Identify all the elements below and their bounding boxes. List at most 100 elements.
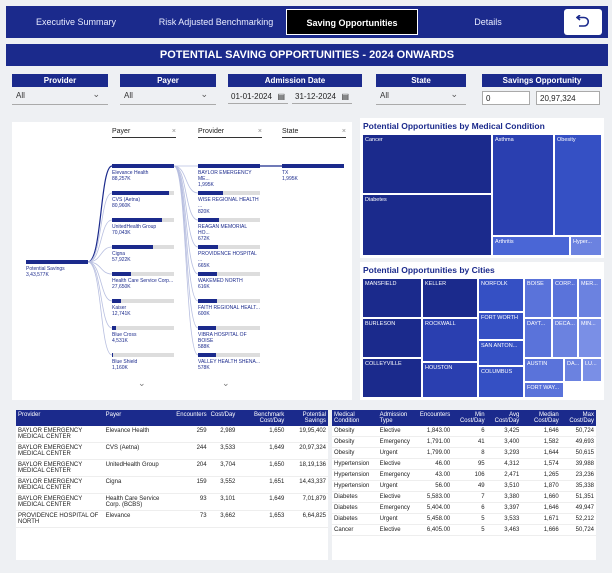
condition-cell[interactable]: Diabetes bbox=[362, 194, 492, 256]
city-cell[interactable]: LU... bbox=[582, 358, 602, 382]
city-cell[interactable]: MER... bbox=[578, 278, 602, 318]
back-button[interactable] bbox=[564, 9, 602, 35]
tab-details[interactable]: Details bbox=[474, 17, 502, 27]
condition-table-header[interactable]: Medical Condition bbox=[332, 410, 378, 426]
chevron-down-icon[interactable]: ⌄ bbox=[222, 378, 230, 388]
provider-node[interactable]: PROVIDENCE HOSPITAL ... 665K bbox=[198, 245, 260, 269]
table-row[interactable]: Diabetes Urgent 5,458.00 5 3,533 1,671 52,212 bbox=[332, 513, 596, 525]
city-cell[interactable]: COLLEYVILLE bbox=[362, 358, 422, 398]
table-row[interactable]: Obesity Emergency 1,791.00 41 3,400 1,582 49,6… bbox=[332, 436, 596, 448]
payer-node[interactable]: CVS (Aetna) 80,960K bbox=[112, 191, 174, 209]
provider-filter[interactable]: Provider All ⌄ bbox=[12, 74, 108, 105]
table-row[interactable]: BAYLOR EMERGENCY MEDICAL CENTER Health Ca… bbox=[16, 493, 328, 511]
provider-table-header[interactable]: Payer bbox=[103, 410, 175, 426]
city-cell[interactable]: MIN... bbox=[578, 318, 602, 358]
city-cell[interactable]: DECA... bbox=[552, 318, 578, 358]
date-from-input[interactable]: 01-01-2024 ▤ bbox=[228, 90, 288, 104]
table-row[interactable]: Obesity Elective 1,843.00 6 3,425 1,646 50,724 bbox=[332, 426, 596, 437]
provider-node[interactable]: FAITH REGIONAL HEALT... 600K bbox=[198, 299, 260, 317]
table-row[interactable]: Hypertension Emergency 43.00 106 2,471 1,265 2… bbox=[332, 469, 596, 481]
provider-table-header[interactable]: Potential Savings bbox=[286, 410, 328, 426]
tab-risk-adjusted-benchmarking[interactable]: Risk Adjusted Benchmarking bbox=[158, 17, 274, 27]
condition-cell[interactable]: Arthritis bbox=[492, 236, 570, 256]
city-cell[interactable]: MANSFIELD bbox=[362, 278, 422, 318]
city-cell[interactable]: ROCKWALL bbox=[422, 318, 478, 362]
payer-filter[interactable]: Payer All ⌄ bbox=[120, 74, 216, 105]
city-cell[interactable]: CORP... bbox=[552, 278, 578, 318]
payer-node[interactable]: UnitedHealth Group 70,043K bbox=[112, 218, 174, 236]
payer-node[interactable]: Blue Cross 4,531K bbox=[112, 326, 174, 344]
table-row[interactable]: Diabetes Emergency 5,404.00 6 3,397 1,646 49,9… bbox=[332, 502, 596, 514]
table-row[interactable]: BAYLOR EMERGENCY MEDICAL CENTER Elevance … bbox=[16, 426, 328, 443]
state-select[interactable]: All ⌄ bbox=[376, 87, 466, 105]
condition-cell[interactable]: Obesity bbox=[554, 134, 602, 236]
close-icon[interactable]: × bbox=[171, 128, 176, 135]
provider-node[interactable]: REAGAN MEMORIAL HO... 672K bbox=[198, 218, 260, 242]
table-row[interactable]: Hypertension Elective 46.00 95 4,312 1,574 39,… bbox=[332, 458, 596, 470]
table-row[interactable]: Obesity Urgent 1,799.00 8 3,293 1,644 50,615 bbox=[332, 447, 596, 459]
payer-node[interactable]: Cigna 57,922K bbox=[112, 245, 174, 263]
table-row[interactable]: PROVIDENCE HOSPITAL OF NORTH Elevance 73 3,… bbox=[16, 510, 328, 528]
city-cell[interactable]: COLUMBUS bbox=[478, 366, 524, 398]
provider-node[interactable]: WAKEMED NORTH 616K bbox=[198, 272, 260, 290]
decomp-header-provider[interactable]: Provider × bbox=[198, 128, 262, 138]
payer-node[interactable]: Elevance Health 88,257K bbox=[112, 164, 174, 182]
savings-max-input[interactable]: 20,97,324 bbox=[536, 91, 600, 105]
provider-node[interactable]: BAYLOR EMERGENCY ME... 1,995K bbox=[198, 164, 260, 188]
state-filter[interactable]: State All ⌄ bbox=[376, 74, 466, 105]
savings-min-input[interactable]: 0 bbox=[482, 91, 530, 105]
provider-node[interactable]: VIBRA HOSPITAL OF BOISE 588K bbox=[198, 326, 260, 350]
tab-executive-summary[interactable]: Executive Summary bbox=[35, 17, 117, 27]
condition-table-header[interactable]: Max Cost/Day bbox=[560, 410, 596, 426]
close-icon[interactable]: × bbox=[257, 128, 262, 135]
condition-table-header[interactable]: Avg Cost/Day bbox=[486, 410, 522, 426]
savings-opportunity-filter[interactable]: Savings Opportunity 0 20,97,324 bbox=[482, 74, 602, 105]
city-cell[interactable]: DA... bbox=[564, 358, 582, 382]
condition-cell[interactable]: Cancer bbox=[362, 134, 492, 194]
provider-table-header[interactable]: Benchmark Cost/Day bbox=[237, 410, 287, 426]
city-cell[interactable]: BURLESON bbox=[362, 318, 422, 358]
payer-select[interactable]: All ⌄ bbox=[120, 87, 216, 105]
table-row[interactable]: Diabetes Elective 5,583.00 7 3,380 1,660 51,35… bbox=[332, 491, 596, 503]
city-cell[interactable]: KELLER bbox=[422, 278, 478, 318]
provider-table-header[interactable]: Encounters bbox=[174, 410, 209, 426]
condition-table-header[interactable]: Admission Type bbox=[377, 410, 418, 426]
city-cell[interactable]: FORT WORTH bbox=[478, 312, 524, 340]
city-cell[interactable]: NORFOLK bbox=[478, 278, 524, 312]
condition-table-header[interactable]: Encounters bbox=[417, 410, 453, 426]
chevron-down-icon[interactable]: ⌄ bbox=[138, 378, 146, 388]
table-row[interactable]: BAYLOR EMERGENCY MEDICAL CENTER CVS (Aetn… bbox=[16, 442, 328, 460]
table-row[interactable]: BAYLOR EMERGENCY MEDICAL CENTER Cigna 159 3… bbox=[16, 476, 328, 494]
calendar-icon[interactable]: ▤ bbox=[341, 92, 349, 101]
close-icon[interactable]: × bbox=[341, 128, 346, 135]
table-row[interactable]: Hypertension Urgent 56.00 49 3,510 1,870 35,33… bbox=[332, 480, 596, 492]
provider-table-header[interactable]: Cost/Day bbox=[208, 410, 238, 426]
condition-cell[interactable]: Asthma bbox=[492, 134, 554, 236]
payer-node[interactable]: Health Care Service Corp... 27,650K bbox=[112, 272, 174, 290]
city-cell[interactable]: BOISE bbox=[524, 278, 552, 318]
decomp-header-state[interactable]: State × bbox=[282, 128, 346, 138]
condition-table-header[interactable]: Min Cost/Day bbox=[452, 410, 487, 426]
date-to-input[interactable]: 31-12-2024 ▤ bbox=[292, 90, 352, 104]
admission-date-filter[interactable]: Admission Date 01-01-2024 ▤ 31-12-2024 ▤ bbox=[228, 74, 362, 104]
provider-select[interactable]: All ⌄ bbox=[12, 87, 108, 105]
decomp-header-payer[interactable]: Payer × bbox=[112, 128, 176, 138]
table-row[interactable]: BAYLOR EMERGENCY MEDICAL CENTER UnitedHea… bbox=[16, 459, 328, 477]
payer-node[interactable]: Kaiser 12,741K bbox=[112, 299, 174, 317]
table-row[interactable]: Cancer Elective 6,405.00 5 3,463 1,666 50,724 bbox=[332, 524, 596, 536]
city-cell[interactable]: FORT WAY... bbox=[524, 382, 564, 398]
city-cell[interactable]: HOUSTON bbox=[422, 362, 478, 398]
provider-table-header[interactable]: Provider bbox=[16, 410, 104, 426]
city-cell[interactable]: DAYT... bbox=[524, 318, 552, 358]
city-cell[interactable]: SAN ANTON... bbox=[478, 340, 524, 366]
condition-table-header[interactable]: Median Cost/Day bbox=[521, 410, 561, 426]
state-node[interactable]: TX 1,995K bbox=[282, 164, 344, 182]
calendar-icon[interactable]: ▤ bbox=[277, 92, 285, 101]
decomp-root-node[interactable]: Potential Savings 3,43,577K bbox=[26, 260, 88, 278]
city-cell[interactable]: AUSTIN bbox=[524, 358, 564, 382]
provider-node[interactable]: VALLEY HEALTH SHENA... 578K bbox=[198, 353, 260, 371]
payer-node[interactable]: Blue Shield 1,160K bbox=[112, 353, 174, 371]
provider-node[interactable]: WISE REGIONAL HEALTH ... 820K bbox=[198, 191, 260, 215]
condition-cell[interactable]: Hyper... bbox=[570, 236, 602, 256]
tab-saving-opportunities[interactable]: Saving Opportunities bbox=[286, 9, 418, 35]
